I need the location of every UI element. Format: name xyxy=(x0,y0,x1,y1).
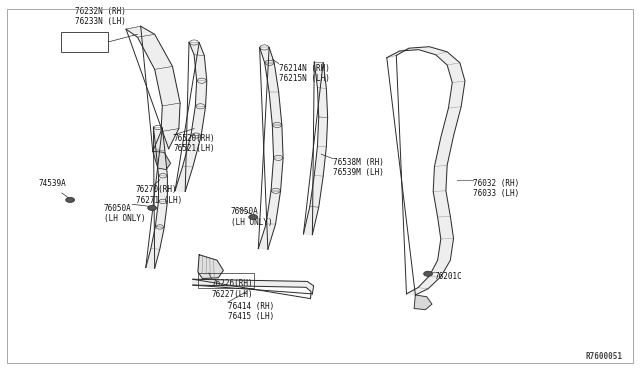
Text: 76270(RH)
76271 (LH): 76270(RH) 76271 (LH) xyxy=(136,185,182,205)
Text: R7600051: R7600051 xyxy=(585,352,622,361)
Text: 76050A
(LH ONLY): 76050A (LH ONLY) xyxy=(231,207,273,227)
Polygon shape xyxy=(387,47,465,295)
Polygon shape xyxy=(153,151,171,170)
Text: 76032 (RH)
76033 (LH): 76032 (RH) 76033 (LH) xyxy=(472,179,519,199)
Polygon shape xyxy=(259,48,283,249)
Text: 76226(RH)
76227(LH): 76226(RH) 76227(LH) xyxy=(212,279,253,299)
Polygon shape xyxy=(126,26,180,151)
Circle shape xyxy=(148,205,157,211)
Bar xyxy=(61,32,108,52)
Circle shape xyxy=(249,215,258,219)
Text: 76232N (RH)
76233N (LH): 76232N (RH) 76233N (LH) xyxy=(76,7,126,26)
Text: 76201C: 76201C xyxy=(435,272,462,281)
Bar xyxy=(198,273,254,288)
Text: 76520(RH)
76521(LH): 76520(RH) 76521(LH) xyxy=(173,134,216,154)
Polygon shape xyxy=(175,42,207,192)
Circle shape xyxy=(424,271,433,276)
Polygon shape xyxy=(303,62,328,235)
Text: 74539A: 74539A xyxy=(39,179,67,188)
Text: 76214N (RH)
76215N (LH): 76214N (RH) 76215N (LH) xyxy=(278,64,330,83)
Polygon shape xyxy=(193,279,314,299)
Polygon shape xyxy=(414,295,432,310)
Text: 76414 (RH)
76415 (LH): 76414 (RH) 76415 (LH) xyxy=(228,302,274,321)
Text: 76538M (RH)
76539M (LH): 76538M (RH) 76539M (LH) xyxy=(333,158,383,177)
Polygon shape xyxy=(198,255,223,279)
Polygon shape xyxy=(146,127,168,268)
Circle shape xyxy=(66,197,75,202)
Text: 76050A
(LH ONLY): 76050A (LH ONLY) xyxy=(104,203,145,223)
